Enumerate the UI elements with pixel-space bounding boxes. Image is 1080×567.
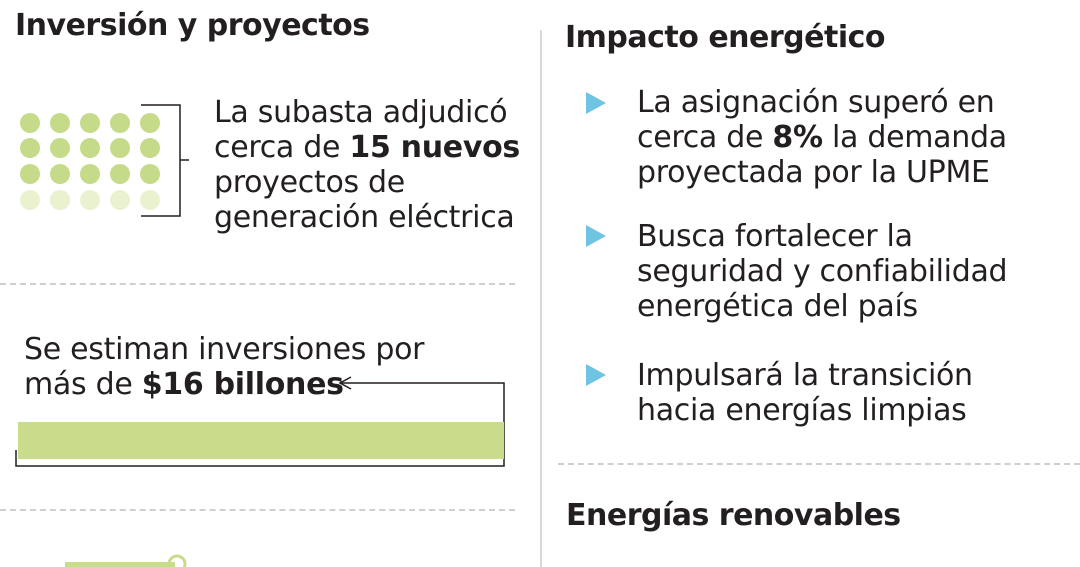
project-dot <box>110 164 130 184</box>
investment-bar <box>18 422 504 459</box>
projects-count: 15 nuevos <box>349 130 520 165</box>
investment-bar-graphic <box>15 376 505 467</box>
project-dot <box>110 190 130 210</box>
column-divider <box>540 30 542 567</box>
partial-graphic-icon <box>65 554 187 567</box>
project-dot <box>80 138 100 158</box>
investment-description: Se estiman inversiones por más de $16 bi… <box>24 332 424 402</box>
projects-line-4: generación eléctrica <box>214 200 515 235</box>
triangle-bullet-icon <box>586 364 606 386</box>
project-dot <box>140 164 160 184</box>
projects-line-2: cerca de 15 nuevos <box>214 130 520 165</box>
project-dot <box>20 138 40 158</box>
investment-line-2: más de $16 billones <box>24 367 344 402</box>
triangle-bullet-icon <box>586 92 606 114</box>
project-dot <box>20 113 40 133</box>
section-title-investment: Inversión y proyectos <box>15 8 370 43</box>
project-dot <box>80 190 100 210</box>
project-dot <box>140 190 160 210</box>
project-dot <box>20 164 40 184</box>
triangle-bullet-icon <box>586 225 606 247</box>
arrow-left-icon <box>338 376 352 390</box>
section-title-impact: Impacto energético <box>565 20 886 55</box>
projects-line-1: La subasta adjudicó <box>214 95 508 130</box>
impact-bullet-3: Impulsará la transición hacia energías l… <box>637 358 973 428</box>
demand-percentage: 8% <box>772 120 823 155</box>
investment-amount: $16 billones <box>141 367 344 402</box>
divider-left-2 <box>0 509 515 511</box>
section-title-renewables: Energías renovables <box>566 498 901 533</box>
projects-line-3: proyectos de <box>214 165 405 200</box>
impact-bullet-2: Busca fortalecer la seguridad y confiabi… <box>637 219 1008 324</box>
project-dot <box>20 190 40 210</box>
project-dot <box>110 113 130 133</box>
impact-bullet-1: La asignación superó en cerca de 8% la d… <box>637 85 1007 190</box>
divider-left-1 <box>0 283 515 285</box>
project-dot <box>140 113 160 133</box>
project-dot <box>50 190 70 210</box>
project-dot <box>80 164 100 184</box>
project-dot <box>140 138 160 158</box>
divider-right-1 <box>558 463 1080 465</box>
project-dot <box>50 138 70 158</box>
bracket-icon <box>141 104 189 217</box>
project-dot <box>80 113 100 133</box>
project-dot <box>110 138 130 158</box>
investment-line-1: Se estiman inversiones por <box>24 332 425 367</box>
project-dot <box>50 164 70 184</box>
projects-description: La subasta adjudicó cerca de 15 nuevos p… <box>214 95 520 235</box>
project-dot <box>50 113 70 133</box>
